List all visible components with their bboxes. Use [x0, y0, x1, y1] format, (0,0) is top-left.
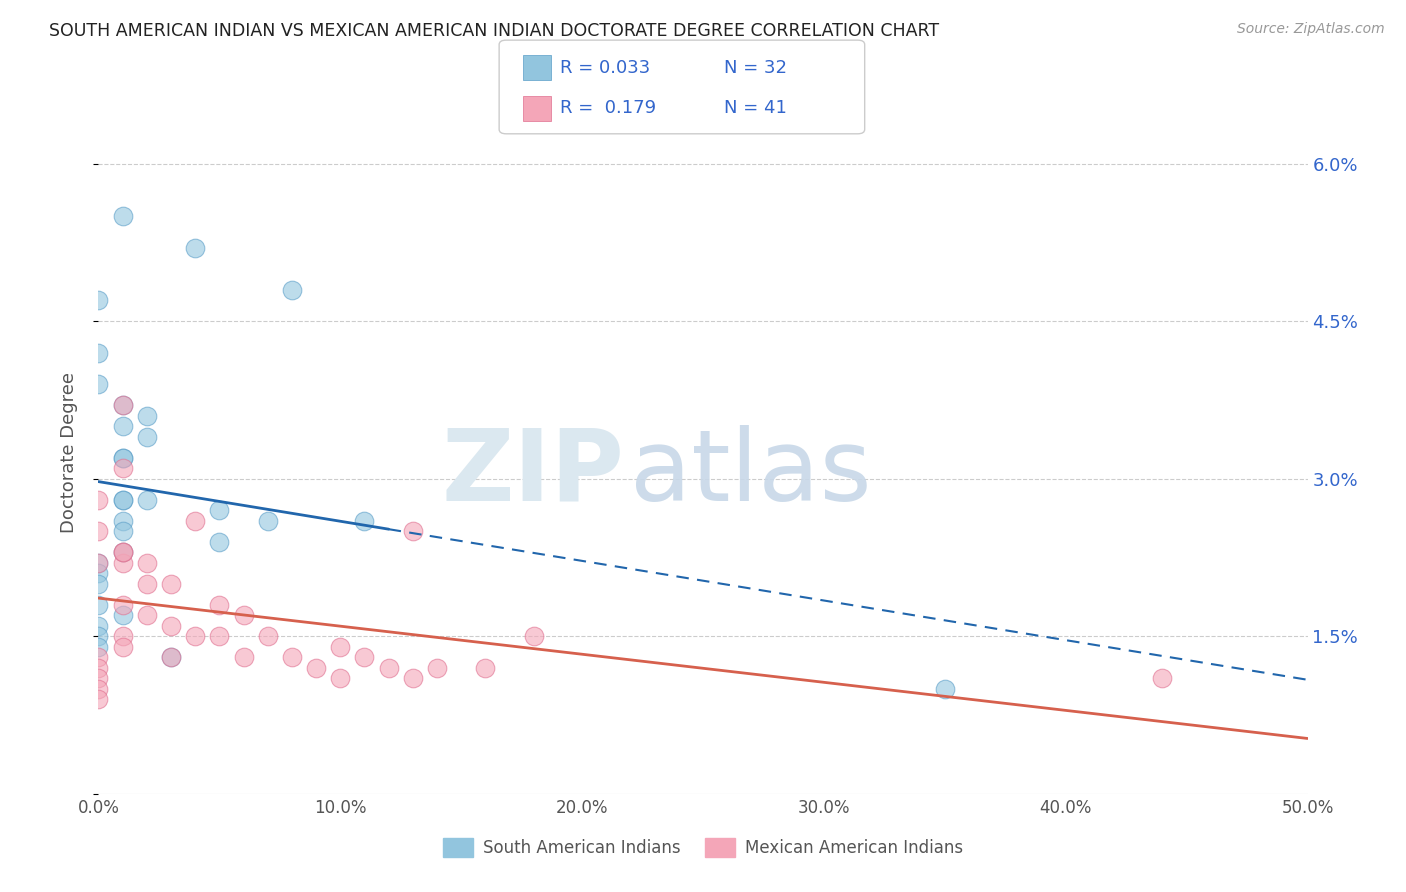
Point — [160, 650, 183, 665]
Point — [523, 629, 546, 643]
Point — [111, 556, 134, 570]
Point — [111, 640, 134, 654]
Point — [426, 661, 449, 675]
Point — [135, 556, 157, 570]
Point — [87, 629, 110, 643]
Point — [135, 430, 157, 444]
Text: N = 32: N = 32 — [724, 60, 787, 78]
Point — [87, 692, 110, 706]
Point — [232, 608, 254, 623]
Point — [111, 629, 134, 643]
Point — [87, 661, 110, 675]
Point — [87, 556, 110, 570]
Point — [111, 514, 134, 528]
Point — [111, 524, 134, 539]
Point — [87, 640, 110, 654]
Text: atlas: atlas — [630, 425, 872, 522]
Point — [111, 450, 134, 465]
Point — [87, 524, 110, 539]
Point — [87, 492, 110, 507]
Point — [135, 577, 157, 591]
Point — [160, 619, 183, 633]
Point — [934, 681, 956, 696]
Point — [184, 514, 207, 528]
Point — [87, 619, 110, 633]
Point — [111, 545, 134, 559]
Point — [353, 514, 375, 528]
Point — [135, 608, 157, 623]
Point — [87, 598, 110, 612]
Point — [160, 577, 183, 591]
Legend: South American Indians, Mexican American Indians: South American Indians, Mexican American… — [436, 831, 970, 864]
Point — [111, 461, 134, 475]
Point — [87, 681, 110, 696]
Point — [402, 524, 425, 539]
Point — [402, 672, 425, 686]
Point — [87, 566, 110, 581]
Point — [111, 399, 134, 413]
Point — [256, 629, 278, 643]
Y-axis label: Doctorate Degree: Doctorate Degree — [59, 372, 77, 533]
Point — [232, 650, 254, 665]
Point — [377, 661, 399, 675]
Point — [208, 535, 231, 549]
Point — [184, 629, 207, 643]
Text: N = 41: N = 41 — [724, 99, 787, 117]
Point — [281, 650, 304, 665]
Point — [256, 514, 278, 528]
Point — [281, 283, 304, 297]
Point — [208, 598, 231, 612]
Point — [111, 450, 134, 465]
Point — [208, 503, 231, 517]
Point — [1152, 672, 1174, 686]
Point — [87, 377, 110, 392]
Point — [329, 640, 352, 654]
Point — [160, 650, 183, 665]
Text: R = 0.033: R = 0.033 — [560, 60, 650, 78]
Point — [87, 293, 110, 308]
Point — [474, 661, 496, 675]
Point — [111, 608, 134, 623]
Point — [111, 210, 134, 224]
Point — [135, 409, 157, 423]
Point — [111, 419, 134, 434]
Point — [111, 598, 134, 612]
Text: R =  0.179: R = 0.179 — [560, 99, 655, 117]
Point — [111, 492, 134, 507]
Point — [87, 650, 110, 665]
Point — [305, 661, 328, 675]
Text: SOUTH AMERICAN INDIAN VS MEXICAN AMERICAN INDIAN DOCTORATE DEGREE CORRELATION CH: SOUTH AMERICAN INDIAN VS MEXICAN AMERICA… — [49, 22, 939, 40]
Point — [111, 545, 134, 559]
Point — [111, 399, 134, 413]
Point — [87, 346, 110, 360]
Point — [353, 650, 375, 665]
Point — [111, 545, 134, 559]
Point — [87, 577, 110, 591]
Point — [135, 492, 157, 507]
Point — [87, 556, 110, 570]
Point — [329, 672, 352, 686]
Point — [111, 492, 134, 507]
Point — [208, 629, 231, 643]
Point — [87, 672, 110, 686]
Text: ZIP: ZIP — [441, 425, 624, 522]
Point — [184, 241, 207, 255]
Text: Source: ZipAtlas.com: Source: ZipAtlas.com — [1237, 22, 1385, 37]
